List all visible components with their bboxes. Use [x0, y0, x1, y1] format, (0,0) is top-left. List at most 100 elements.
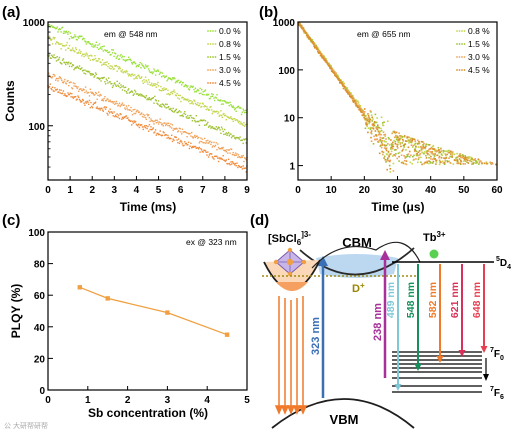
panel-a-point	[108, 112, 111, 114]
panel-a-point	[144, 116, 147, 119]
panel-a-point	[167, 122, 170, 124]
panel-a-point	[68, 93, 70, 96]
panel-b-point	[325, 61, 328, 63]
panel-b-point	[373, 121, 376, 124]
panel-a-point	[177, 111, 180, 113]
panel-b-point	[478, 160, 481, 163]
panel-a-point	[198, 92, 201, 95]
panel-b-point	[383, 147, 386, 149]
panel-a-point	[85, 70, 88, 72]
panel-b-point	[399, 143, 402, 145]
panel-a-point	[178, 98, 181, 100]
panel-b-point	[402, 161, 404, 164]
panel-a-point	[120, 53, 122, 56]
panel-a-point	[156, 102, 158, 104]
panel-b-point	[375, 135, 378, 137]
panel-a-point	[197, 120, 200, 123]
panel-b-point	[442, 162, 445, 164]
panel-b-point	[380, 127, 382, 130]
panel-a-point	[227, 102, 230, 104]
panel-c-ytick-label: 20	[34, 354, 46, 365]
panel-a-point	[239, 123, 241, 125]
panel-b-point	[386, 159, 388, 162]
panel-a-point	[230, 104, 232, 106]
panel-a-point	[223, 159, 225, 161]
panel-a-point	[120, 104, 122, 106]
panel-b-point	[368, 117, 371, 120]
panel-a-point	[121, 116, 124, 119]
panel-b-point	[423, 152, 425, 155]
panel-a-point	[157, 123, 160, 125]
panel-a-point	[205, 124, 207, 126]
panel-a-point	[240, 123, 243, 125]
panel-a-point	[158, 121, 161, 123]
panel-b-point	[394, 132, 397, 135]
panel-a-point	[89, 106, 91, 109]
panel-a-point	[137, 64, 139, 67]
panel-a-point	[114, 53, 117, 55]
panel-b-point	[378, 152, 381, 155]
panel-a-point	[55, 27, 57, 30]
panel-b-point	[396, 157, 398, 160]
panel-a-point	[227, 133, 229, 135]
panel-a-point	[87, 55, 89, 57]
panel-a-point	[108, 110, 110, 112]
panel-b-point	[453, 153, 456, 156]
panel-b-point	[359, 109, 362, 112]
panel-a-point	[158, 73, 161, 76]
panel-a-point	[92, 59, 94, 61]
panel-a-point	[220, 126, 223, 128]
panel-b-point	[448, 151, 450, 154]
panel-b-point	[465, 156, 467, 159]
panel-a-point	[133, 61, 135, 63]
panel-a-point	[204, 124, 206, 126]
panel-a-point	[106, 49, 108, 52]
panel-a-point	[232, 151, 234, 154]
panel-a-point	[142, 82, 144, 84]
panel-a-point	[122, 59, 124, 61]
panel-a-point	[138, 94, 141, 96]
panel-a-point	[57, 42, 59, 44]
panel-b-point	[446, 161, 449, 163]
panel-a-point	[241, 156, 244, 158]
panel-a-point	[132, 94, 134, 96]
panel-b-point	[352, 101, 355, 103]
panel-a-point	[189, 145, 191, 147]
panel-c-ytick-label: 0	[39, 386, 45, 397]
panel-a-point	[148, 79, 150, 81]
panel-a-point	[48, 85, 51, 88]
panel-a-point	[91, 55, 93, 57]
panel-a-point	[169, 93, 171, 96]
panel-b-point	[440, 161, 442, 163]
panel-b-point	[369, 128, 372, 130]
panel-b-point	[442, 151, 445, 154]
panel-a-point	[240, 156, 242, 159]
panel-a-point	[86, 100, 88, 102]
panel-a-point	[51, 88, 53, 91]
panel-a-point	[68, 38, 71, 40]
panel-a-point	[125, 70, 128, 72]
panel-a-point	[104, 100, 107, 102]
panel-a-point	[220, 103, 223, 105]
panel-b-point	[387, 120, 389, 122]
panel-a-point	[244, 139, 246, 141]
panel-a-point	[244, 138, 247, 140]
panel-a-point	[175, 127, 177, 129]
panel-b-point	[395, 143, 398, 146]
panel-a-point	[124, 59, 126, 61]
panel-a-point	[230, 133, 232, 135]
panel-b-point	[449, 151, 451, 154]
panel-b-point	[435, 149, 437, 151]
panel-b-point	[427, 152, 429, 155]
panel-a-point	[61, 81, 64, 84]
panel-a-point	[153, 102, 155, 104]
panel-b-xtick-label: 40	[425, 185, 437, 196]
panel-a-point	[234, 162, 237, 165]
panel-b-point	[382, 131, 385, 133]
panel-a-point	[156, 132, 158, 135]
level-7f6-sup: 7	[490, 386, 494, 393]
panel-a-point	[175, 108, 177, 110]
panel-b-point	[307, 34, 309, 37]
panel-a-point	[187, 117, 190, 119]
panel-a-point	[74, 67, 76, 69]
